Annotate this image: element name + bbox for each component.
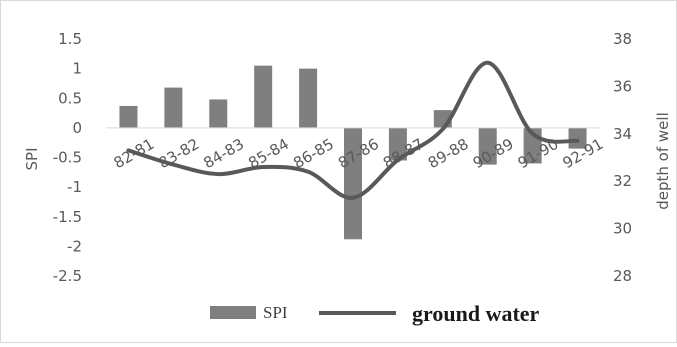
spi-bar-90-89 bbox=[478, 127, 497, 165]
left-tick-label: 1 bbox=[72, 60, 82, 78]
spi-bar-85-84 bbox=[254, 65, 273, 128]
left-tick-label: -0.5 bbox=[53, 149, 82, 167]
legend: SPI ground water bbox=[210, 301, 540, 326]
spi-bar-87-86 bbox=[344, 127, 362, 240]
right-tick-label: 30 bbox=[613, 220, 632, 238]
left-tick-label: -1 bbox=[67, 178, 82, 196]
left-tick-label: 1.5 bbox=[58, 30, 82, 48]
spi-bar-86-85 bbox=[299, 68, 318, 128]
left-tick-label: 0 bbox=[72, 119, 82, 137]
legend-spi-label: SPI bbox=[263, 303, 288, 322]
spi-bar-92-91 bbox=[568, 127, 587, 149]
legend-spi-swatch bbox=[210, 306, 256, 319]
right-tick-label: 34 bbox=[613, 125, 632, 143]
spi-bar-82-81 bbox=[119, 105, 138, 128]
spi-bar-83-82 bbox=[164, 87, 183, 128]
left-axis-title: SPI bbox=[23, 148, 41, 171]
right-tick-label: 32 bbox=[613, 172, 632, 190]
right-tick-label: 38 bbox=[613, 30, 632, 48]
category-label-82-81: 82-81 bbox=[111, 135, 158, 172]
legend-ground-water-label: ground water bbox=[412, 301, 540, 326]
category-label-86-85: 86-85 bbox=[290, 135, 337, 172]
ground-water-path bbox=[126, 60, 580, 200]
spi-bar-84-83 bbox=[209, 99, 228, 128]
ground-water-line bbox=[126, 60, 580, 200]
right-axis-ticks: 38 36 34 32 30 28 bbox=[613, 30, 632, 285]
right-tick-label: 28 bbox=[613, 267, 632, 285]
left-tick-label: -2 bbox=[67, 237, 82, 255]
left-axis-ticks: 1.5 1 0.5 0 -0.5 -1 -1.5 -2 -2.5 bbox=[53, 30, 82, 285]
category-label-84-83: 84-83 bbox=[200, 135, 247, 172]
left-tick-label: 0.5 bbox=[58, 89, 82, 107]
chart-svg: 1.5 1 0.5 0 -0.5 -1 -1.5 -2 -2.5 38 36 34 32 30 28 82… bbox=[23, 30, 672, 326]
left-tick-label: -1.5 bbox=[53, 208, 82, 226]
right-axis-title: depth of well bbox=[654, 112, 672, 210]
right-tick-label: 36 bbox=[613, 77, 632, 95]
left-tick-label: -2.5 bbox=[53, 267, 82, 285]
spi-bar-88-87 bbox=[388, 127, 407, 161]
spi-bars bbox=[119, 65, 587, 240]
